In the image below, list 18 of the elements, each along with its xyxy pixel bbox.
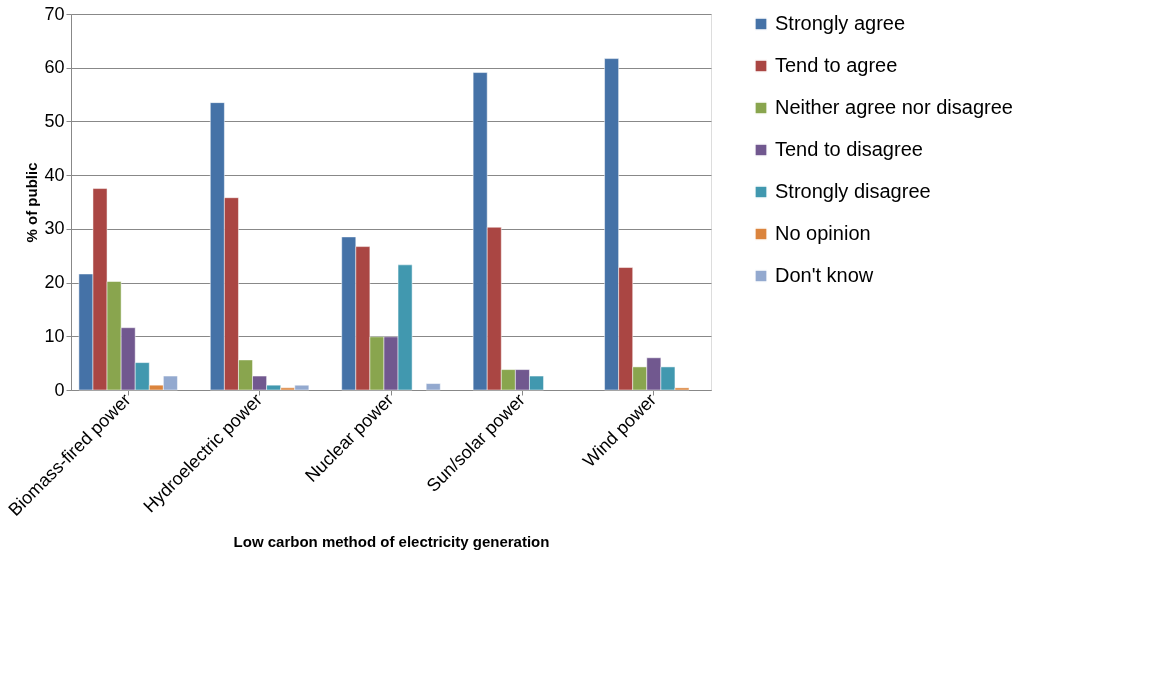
legend-label: Strongly disagree xyxy=(775,180,931,202)
y-axis-title: % of public xyxy=(23,162,41,243)
legend-label: Don't know xyxy=(775,264,874,286)
bar xyxy=(425,383,441,391)
y-tick-label: 70 xyxy=(44,3,65,24)
legend-label: Tend to agree xyxy=(775,54,898,76)
legend-label: Neither agree nor disagree xyxy=(775,96,1013,118)
legend-label: No opinion xyxy=(775,222,871,244)
y-tick-label: 50 xyxy=(44,110,65,131)
y-tick-label: 10 xyxy=(44,325,65,346)
y-tick-label: 0 xyxy=(54,379,65,400)
x-axis-title: Low carbon method of electricity generation xyxy=(233,532,550,550)
legend-label: Strongly agree xyxy=(775,12,906,34)
y-tick-label: 30 xyxy=(44,218,65,239)
y-tick-label: 20 xyxy=(44,272,65,293)
legend-label: Tend to disagree xyxy=(775,138,923,160)
y-tick-label: 60 xyxy=(44,57,65,78)
y-tick-label: 40 xyxy=(44,164,65,185)
